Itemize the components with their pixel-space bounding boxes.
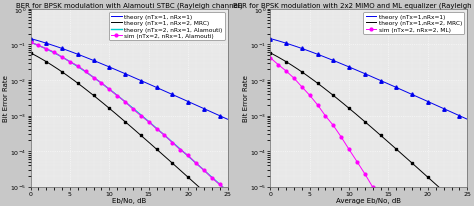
theory (nTx=2, nRx=1, Alamouti) bbox=[225, 190, 230, 193]
sim (nTx=2, nRx=1, Alamouti) bbox=[146, 121, 152, 123]
theory (nTx=2, nRx=1, Alamouti) bbox=[80, 69, 86, 72]
sim (nTx=2, nRx=1, Alamouti) bbox=[51, 52, 57, 54]
theory (nTx=1, nRx=1) bbox=[39, 42, 45, 44]
sim (nTx=2, nRx=2, ML) bbox=[354, 160, 360, 163]
sim (nTx=2, nRx=2, ML) bbox=[346, 149, 352, 151]
sim (nTx=2, nRx=1, Alamouti) bbox=[99, 82, 104, 85]
theory (nTx=1, nRx=1) bbox=[225, 118, 230, 121]
sim (nTx=2, nRx=2, ML) bbox=[323, 115, 328, 118]
sim (nTx=2, nRx=2, ML) bbox=[378, 199, 383, 201]
sim (nTx=2, nRx=2, ML) bbox=[315, 104, 320, 107]
theory (nTx=1,nRx=1) bbox=[275, 40, 281, 43]
sim (nTx=2, nRx=2, ML) bbox=[362, 173, 368, 175]
sim (nTx=2, nRx=1, Alamouti) bbox=[225, 190, 230, 193]
theory (nTx=2, nRx=1, Alamouti) bbox=[208, 175, 213, 178]
sim (nTx=2, nRx=1, Alamouti) bbox=[209, 177, 215, 179]
theory (nTx=1,nRx=2, MRC) bbox=[320, 87, 326, 89]
sim (nTx=2, nRx=2, ML) bbox=[275, 64, 281, 67]
theory (nTx=1, nRx=1) bbox=[36, 40, 41, 43]
theory (nTx=2, nRx=1, Alamouti) bbox=[64, 59, 70, 62]
sim (nTx=2, nRx=1, Alamouti) bbox=[130, 108, 136, 111]
sim (nTx=2, nRx=2, ML) bbox=[307, 95, 312, 97]
Line: sim (nTx=2, nRx=1, Alamouti): sim (nTx=2, nRx=1, Alamouti) bbox=[29, 41, 229, 193]
sim (nTx=2, nRx=1, Alamouti) bbox=[217, 183, 222, 186]
sim (nTx=2, nRx=2, ML) bbox=[291, 77, 297, 80]
sim (nTx=2, nRx=1, Alamouti) bbox=[36, 45, 41, 47]
theory (nTx=2, nRx=1, Alamouti) bbox=[36, 45, 41, 47]
sim (nTx=2, nRx=2, ML) bbox=[330, 125, 336, 127]
sim (nTx=2, nRx=1, Alamouti) bbox=[27, 42, 33, 44]
theory (nTx=1,nRx=2, MRC) bbox=[275, 57, 281, 59]
theory (nTx=1,nRx=1) bbox=[465, 118, 470, 121]
Title: BER for BPSK modulation with 2x2 MIMO and ML equalizer (Rayleigh channel): BER for BPSK modulation with 2x2 MIMO an… bbox=[233, 3, 474, 9]
sim (nTx=2, nRx=2, ML) bbox=[338, 136, 344, 139]
X-axis label: Average Eb/No, dB: Average Eb/No, dB bbox=[336, 197, 401, 203]
sim (nTx=2, nRx=1, Alamouti) bbox=[107, 89, 112, 91]
theory (nTx=1,nRx=2, MRC) bbox=[455, 202, 460, 205]
Line: theory (nTx=2, nRx=1, Alamouti): theory (nTx=2, nRx=1, Alamouti) bbox=[30, 43, 228, 191]
Line: theory (nTx=1,nRx=2, MRC): theory (nTx=1,nRx=2, MRC) bbox=[270, 54, 467, 206]
theory (nTx=1, nRx=2, MRC) bbox=[80, 87, 86, 89]
sim (nTx=2, nRx=2, ML) bbox=[299, 86, 305, 89]
sim (nTx=2, nRx=1, Alamouti) bbox=[67, 61, 73, 64]
Line: theory (nTx=1, nRx=1): theory (nTx=1, nRx=1) bbox=[30, 39, 228, 120]
theory (nTx=2, nRx=1, Alamouti) bbox=[39, 47, 45, 49]
theory (nTx=1,nRx=2, MRC) bbox=[267, 52, 273, 55]
theory (nTx=1, nRx=2, MRC) bbox=[64, 75, 70, 77]
theory (nTx=1,nRx=1) bbox=[320, 56, 326, 58]
sim (nTx=2, nRx=1, Alamouti) bbox=[177, 149, 183, 151]
theory (nTx=1, nRx=1) bbox=[80, 56, 86, 58]
sim (nTx=2, nRx=1, Alamouti) bbox=[185, 154, 191, 157]
sim (nTx=2, nRx=1, Alamouti) bbox=[75, 65, 81, 68]
theory (nTx=2, nRx=1, Alamouti) bbox=[215, 181, 220, 184]
theory (nTx=1, nRx=1) bbox=[215, 114, 220, 116]
X-axis label: Eb/No, dB: Eb/No, dB bbox=[112, 197, 146, 203]
theory (nTx=1,nRx=1) bbox=[279, 42, 285, 44]
theory (nTx=1,nRx=2, MRC) bbox=[304, 75, 310, 77]
theory (nTx=1, nRx=2, MRC) bbox=[215, 202, 220, 205]
sim (nTx=2, nRx=1, Alamouti) bbox=[154, 128, 159, 130]
Y-axis label: Bit Error Rate: Bit Error Rate bbox=[243, 75, 248, 122]
sim (nTx=2, nRx=2, ML) bbox=[267, 57, 273, 60]
sim (nTx=2, nRx=1, Alamouti) bbox=[91, 77, 96, 79]
theory (nTx=1,nRx=1) bbox=[455, 114, 460, 116]
Line: theory (nTx=1, nRx=2, MRC): theory (nTx=1, nRx=2, MRC) bbox=[30, 54, 228, 206]
sim (nTx=2, nRx=2, ML) bbox=[283, 70, 289, 73]
theory (nTx=1, nRx=1) bbox=[27, 38, 33, 41]
Y-axis label: Bit Error Rate: Bit Error Rate bbox=[3, 75, 9, 122]
sim (nTx=2, nRx=1, Alamouti) bbox=[201, 169, 207, 171]
theory (nTx=1,nRx=2, MRC) bbox=[279, 59, 285, 61]
Title: BER for BPSK modulation with Alamouti STBC (Rayleigh channel): BER for BPSK modulation with Alamouti ST… bbox=[16, 3, 242, 9]
theory (nTx=2, nRx=1, Alamouti) bbox=[27, 42, 33, 44]
sim (nTx=2, nRx=2, ML) bbox=[370, 186, 375, 188]
theory (nTx=1, nRx=1) bbox=[64, 50, 70, 52]
theory (nTx=1,nRx=1) bbox=[267, 38, 273, 41]
Line: sim (nTx=2, nRx=2, ML): sim (nTx=2, nRx=2, ML) bbox=[269, 57, 469, 206]
sim (nTx=2, nRx=1, Alamouti) bbox=[114, 95, 120, 97]
theory (nTx=1, nRx=1) bbox=[208, 111, 213, 113]
Line: theory (nTx=1,nRx=1): theory (nTx=1,nRx=1) bbox=[270, 39, 467, 120]
sim (nTx=2, nRx=1, Alamouti) bbox=[83, 71, 89, 73]
sim (nTx=2, nRx=1, Alamouti) bbox=[170, 142, 175, 144]
sim (nTx=2, nRx=1, Alamouti) bbox=[44, 48, 49, 51]
sim (nTx=2, nRx=1, Alamouti) bbox=[193, 162, 199, 165]
Legend: theory (nTx=1, nRx=1), theory (nTx=1, nRx=2, MRC), theory (nTx=2, nRx=1, Alamout: theory (nTx=1, nRx=1), theory (nTx=1, nR… bbox=[109, 13, 225, 41]
theory (nTx=1, nRx=2, MRC) bbox=[36, 57, 41, 59]
sim (nTx=2, nRx=1, Alamouti) bbox=[162, 134, 167, 137]
sim (nTx=2, nRx=1, Alamouti) bbox=[59, 57, 65, 59]
theory (nTx=1,nRx=2, MRC) bbox=[447, 196, 453, 199]
theory (nTx=1, nRx=2, MRC) bbox=[208, 196, 213, 199]
theory (nTx=1, nRx=2, MRC) bbox=[27, 52, 33, 55]
theory (nTx=1,nRx=1) bbox=[447, 111, 453, 113]
Legend: theory (nTx=1,nRx=1), theory (nTx=1,nRx=2, MRC), sim (nTx=2, nRx=2, ML): theory (nTx=1,nRx=1), theory (nTx=1,nRx=… bbox=[364, 13, 465, 35]
theory (nTx=1, nRx=2, MRC) bbox=[39, 59, 45, 61]
theory (nTx=1,nRx=1) bbox=[304, 50, 310, 52]
sim (nTx=2, nRx=1, Alamouti) bbox=[122, 101, 128, 103]
sim (nTx=2, nRx=1, Alamouti) bbox=[138, 115, 144, 117]
